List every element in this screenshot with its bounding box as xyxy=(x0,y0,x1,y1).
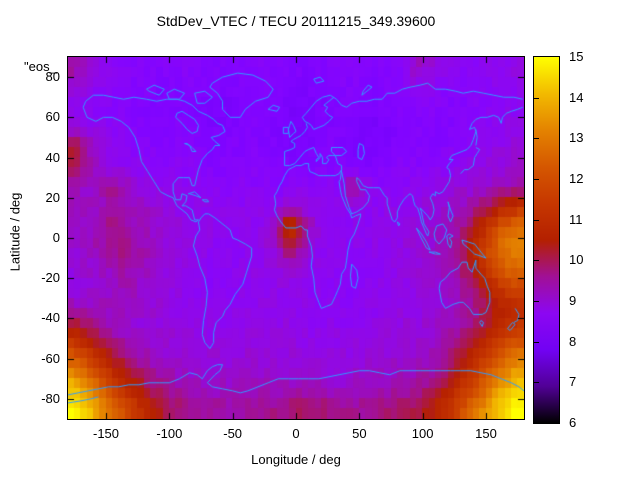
y-tick-label: 0 xyxy=(52,230,60,245)
colorbar-tick-mark xyxy=(534,342,539,343)
x-tick-label: 100 xyxy=(411,426,434,441)
colorbar-tick-label: 6 xyxy=(569,415,577,430)
x-tick-label: 0 xyxy=(292,426,300,441)
colorbar-tick-label: 8 xyxy=(569,333,577,349)
x-tick-label: 150 xyxy=(475,426,497,441)
colorbar-tick-label: 11 xyxy=(569,211,583,227)
x-tick-label: -100 xyxy=(156,426,183,441)
y-tick-label: 40 xyxy=(45,149,60,165)
colorbar-tick-label: 15 xyxy=(569,49,584,64)
y-tick-label: 60 xyxy=(45,109,60,125)
colorbar-tick-mark xyxy=(534,301,539,302)
y-tick-label: -60 xyxy=(41,350,60,366)
y-tick-label: -40 xyxy=(41,310,60,326)
stray-overlay-label: "eos_ xyxy=(24,59,57,74)
colorbar-tick-mark xyxy=(534,98,539,99)
chart-title: StdDev_VTEC / TECU 20111215_349.39600 xyxy=(156,13,436,29)
colorbar-tick-label: 7 xyxy=(569,374,577,390)
x-axis-title: Longitude / deg xyxy=(251,452,341,467)
colorbar-tick-mark xyxy=(534,382,539,383)
y-tick-label: 80 xyxy=(45,69,60,85)
y-tick-label: -20 xyxy=(41,270,60,286)
x-tick-label: -150 xyxy=(92,426,120,441)
colorbar-tick-label: 12 xyxy=(569,171,584,186)
colorbar-tick-mark xyxy=(534,179,539,180)
y-tick-label: -80 xyxy=(41,390,60,406)
x-tick-label: -50 xyxy=(223,426,243,441)
colorbar-tick-mark xyxy=(534,138,539,139)
colorbar-tick-label: 13 xyxy=(569,130,584,146)
colorbar-tick-mark xyxy=(534,260,539,261)
colorbar-tick-label: 9 xyxy=(569,293,577,308)
map-plot-area xyxy=(67,56,525,420)
y-tick-label: 20 xyxy=(45,189,60,205)
colorbar-tick-label: 10 xyxy=(569,252,584,268)
colorbar-tick-label: 14 xyxy=(569,89,584,105)
vtec-heatmap-canvas xyxy=(68,57,524,419)
x-tick-label: 50 xyxy=(352,426,367,441)
colorbar-tick-mark xyxy=(534,220,539,221)
colorbar xyxy=(533,56,560,424)
